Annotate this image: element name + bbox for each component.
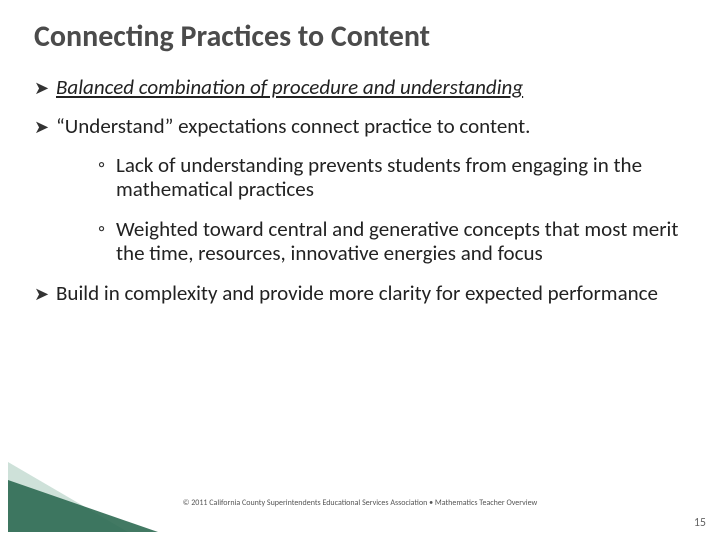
- bullet-2: ➤ “Understand” expectations connect prac…: [34, 114, 686, 139]
- bullet-1: ➤ Balanced combination of procedure and …: [34, 75, 686, 100]
- bullet-1-text: Balanced combination of procedure and un…: [56, 75, 523, 100]
- bullet-3-text: Build in complexity and provide more cla…: [56, 281, 658, 306]
- slide: Connecting Practices to Content ➤ Balanc…: [0, 0, 720, 540]
- copyright-text: © 2011 California County Superintendents…: [0, 498, 720, 508]
- bullet-marker-icon: ➤: [34, 281, 56, 306]
- subbullet-marker-icon: ◦: [98, 217, 116, 241]
- bullet-marker-icon: ➤: [34, 75, 56, 100]
- subbullet-marker-icon: ◦: [98, 153, 116, 177]
- page-number: 15: [694, 516, 706, 530]
- bullet-3: ➤ Build in complexity and provide more c…: [34, 281, 686, 306]
- slide-title: Connecting Practices to Content: [34, 18, 686, 55]
- bullet-2a-text: Lack of understanding prevents students …: [116, 153, 686, 201]
- bullet-2b: ◦ Weighted toward central and generative…: [34, 217, 686, 265]
- bullet-2-text: “Understand” expectations connect practi…: [56, 114, 530, 139]
- bullet-2b-text: Weighted toward central and generative c…: [116, 217, 686, 265]
- bullet-2a: ◦ Lack of understanding prevents student…: [34, 153, 686, 201]
- bullet-marker-icon: ➤: [34, 114, 56, 139]
